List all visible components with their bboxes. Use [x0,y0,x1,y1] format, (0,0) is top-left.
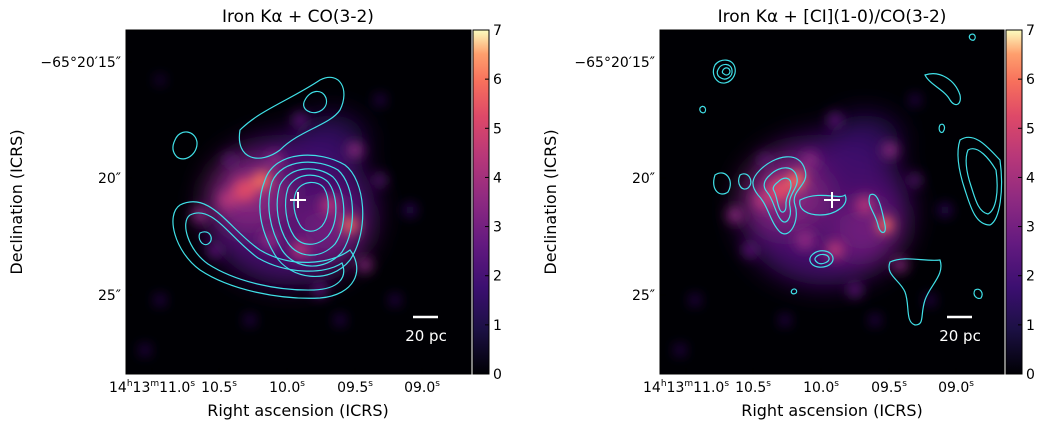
colorbar-tick-label: 3 [1026,220,1035,236]
colorbar-tick-label: 3 [493,220,502,236]
colorbar-tick-label: 6 [1026,72,1035,88]
x-tick-label: 10.5s [735,379,771,396]
panel-right: Iron Kα + [CI](1-0)/CO(3-2) [541,7,1035,420]
scalebar-right-label: 20 pc [939,327,981,345]
y-axis-right-label: Declination (ICRS) [541,129,560,274]
colorbar-tick-label: 5 [493,121,502,137]
panel-left: Iron Kα + CO(3-2) [7,7,502,420]
colorbar-tick-label: 2 [1026,269,1035,285]
colorbar-tick-label: 6 [493,72,502,88]
x-tick-label: 09.0s [938,379,974,396]
panel-right-title: Iron Kα + [CI](1-0)/CO(3-2) [718,7,947,27]
x-tick-label: 09.5s [337,379,373,396]
x-axis-right: 14h13m11.0s 10.5s 10.0s 09.5s 09.0s [643,368,974,396]
iron-emission-clumps [675,95,951,355]
colorbar-tick-label: 7 [1026,23,1035,39]
center-marker [824,192,840,208]
x-tick-label: 10.5s [201,379,237,396]
ratio-contours [699,33,1003,326]
colorbar-tick-label: 1 [493,318,502,334]
heatmap-right-frame [659,29,1005,375]
colorbar-tick-label: 0 [493,367,502,383]
y-tick-label: −65°20′15″ [574,55,655,71]
iron-emission-clumps [140,76,416,355]
x-tick-label: 14h13m11.0s [109,379,195,396]
x-axis-left-label: Right ascension (ICRS) [207,401,389,420]
y-tick-label: −65°20′15″ [40,55,121,71]
colorbar-left: 0 1 2 3 4 5 6 7 [472,23,502,383]
colorbar-left-ticks: 0 1 2 3 4 5 6 7 [485,23,502,383]
colorbar-tick-label: 2 [493,269,502,285]
colorbar-tick-label: 4 [493,170,502,186]
colorbar-right: 0 1 2 3 4 5 6 7 [1005,23,1035,383]
y-tick-label: 25″ [632,288,655,304]
y-tick-label: 20″ [98,171,121,187]
x-tick-label: 09.5s [871,379,907,396]
co-contours [172,76,364,299]
panel-left-title: Iron Kα + CO(3-2) [222,7,374,27]
colorbar-tick-label: 7 [493,23,502,39]
colorbar-tick-label: 5 [1026,121,1035,137]
scalebar-left-label: 20 pc [405,327,447,345]
center-marker [290,192,306,208]
heatmap-left: 20 pc [126,30,471,374]
y-axis-left: −65°20′15″ 20″ 25″ [40,55,132,304]
heatmap-right: 20 pc [660,30,1004,374]
x-axis-right-label: Right ascension (ICRS) [741,401,923,420]
x-tick-label: 14h13m11.0s [643,379,729,396]
heatmap-left-frame [125,29,472,375]
y-tick-label: 20″ [632,171,655,187]
x-tick-label: 10.0s [803,379,839,396]
y-axis-right: −65°20′15″ 20″ 25″ [574,55,666,304]
x-tick-label: 10.0s [269,379,305,396]
x-axis-left: 14h13m11.0s 10.5s 10.0s 09.5s 09.0s [109,368,440,396]
y-axis-left-label: Declination (ICRS) [7,129,26,274]
colorbar-tick-label: 4 [1026,170,1035,186]
colorbar-tick-label: 1 [1026,318,1035,334]
colorbar-right-ticks: 0 1 2 3 4 5 6 7 [1018,23,1035,383]
colorbar-tick-label: 0 [1026,367,1035,383]
y-tick-label: 25″ [98,288,121,304]
x-tick-label: 09.0s [404,379,440,396]
